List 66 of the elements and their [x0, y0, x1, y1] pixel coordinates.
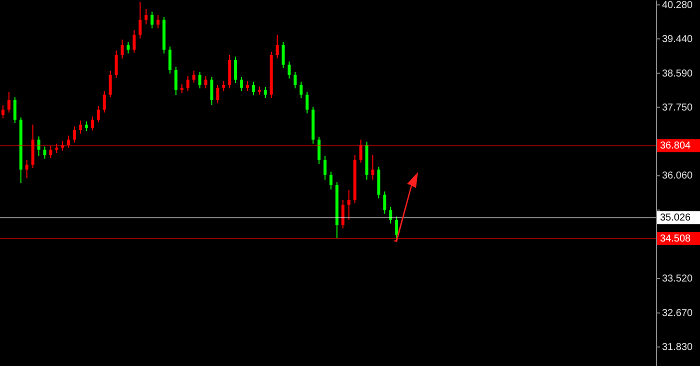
y-tick-label: 36.060: [662, 170, 694, 182]
y-tick-label: 33.520: [662, 274, 694, 285]
candlestick: [168, 46, 172, 74]
candlestick: [120, 39, 124, 60]
candlestick: [25, 159, 28, 179]
candlestick: [90, 116, 94, 131]
candlestick: [79, 120, 82, 134]
y-tick-label: 37.750: [662, 102, 694, 114]
candlestick: [300, 81, 303, 98]
y-tick-label: 32.670: [662, 308, 694, 319]
candlestick: [204, 76, 208, 89]
candlestick: [1, 104, 4, 119]
ref-line-label: 35.026: [660, 212, 692, 224]
candlestick: [306, 91, 309, 114]
candlestick: [210, 76, 214, 106]
candlestick: [192, 70, 196, 84]
y-tick-label: 40.280: [662, 0, 694, 11]
candlestick: [102, 90, 106, 114]
candlestick: [55, 143, 58, 154]
candlestick: [7, 91, 10, 114]
candlestick: [282, 42, 285, 69]
candlestick: [359, 139, 362, 164]
candlestick: [73, 126, 76, 144]
candlestick: [198, 72, 202, 89]
candlestick: [288, 61, 291, 80]
candlestick: [61, 140, 64, 152]
ref-line-label: 34.508: [660, 234, 692, 245]
candlestick: [318, 136, 321, 164]
candlestick: [174, 66, 178, 96]
candlestick: [114, 50, 118, 78]
candlestick: [234, 56, 238, 84]
candlestick: [96, 106, 100, 123]
candlestick: [126, 42, 130, 54]
candlestick: [150, 11, 154, 29]
candlestick: [246, 80, 249, 92]
candlestick: [216, 84, 220, 104]
candlestick: [383, 191, 386, 214]
y-tick-label: 31.830: [662, 342, 694, 353]
candlestick: [13, 96, 16, 124]
candlestick: [84, 120, 88, 132]
candlestick: [324, 155, 327, 180]
candlestick: [294, 72, 297, 89]
y-tick-label: 38.590: [662, 68, 694, 80]
candlestick: [222, 80, 226, 92]
y-tick-label: 39.440: [662, 34, 694, 45]
candlestick: [264, 86, 267, 98]
candlestick: [240, 76, 244, 92]
candlestick: [37, 136, 40, 156]
ref-line-label: 36.804: [660, 140, 692, 152]
candlestick: [252, 81, 255, 96]
candlestick: [347, 189, 350, 220]
candlestick: [108, 70, 112, 98]
candlestick: [389, 206, 392, 224]
candlestick: [371, 154, 374, 180]
candlestick: [43, 146, 46, 160]
candlestick: [144, 8, 148, 25]
candlestick: [329, 171, 332, 190]
candlestick: [156, 14, 160, 29]
candlestick: [341, 200, 344, 229]
candlestick: [276, 34, 279, 59]
candlestick: [186, 76, 190, 92]
candlestick: [67, 135, 70, 148]
candlestick: [132, 29, 136, 54]
candlestick: [138, 2, 142, 39]
candlestick: [49, 145, 52, 158]
candlestick: [395, 216, 398, 241]
